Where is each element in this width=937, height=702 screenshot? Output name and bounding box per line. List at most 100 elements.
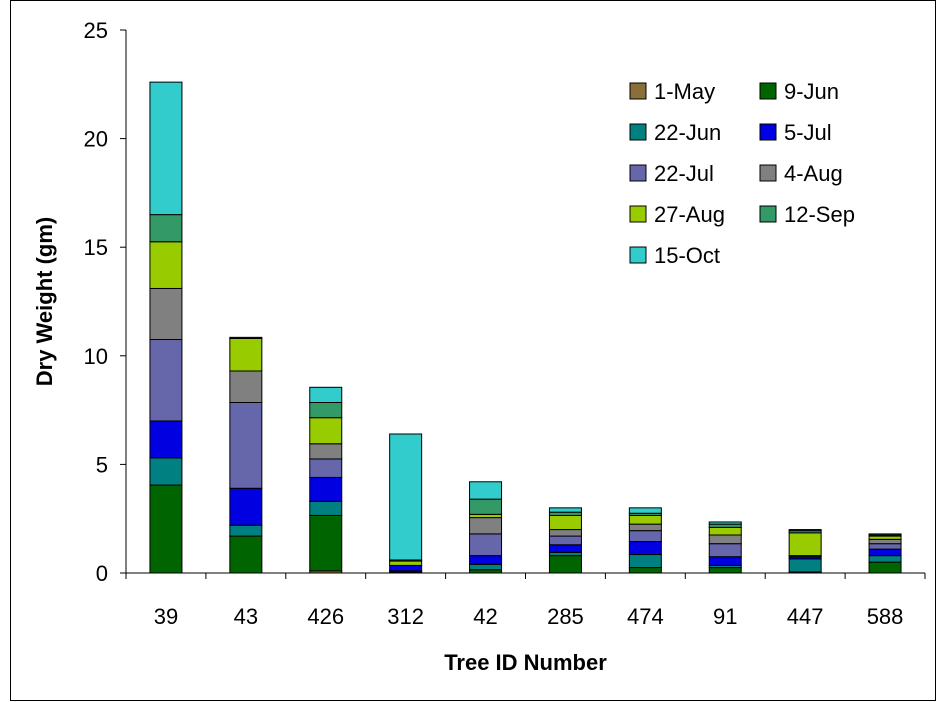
legend-swatch [629,164,647,182]
bar-segment [788,558,822,573]
legend-item: 5-Jul [759,120,832,145]
legend-label: 1-May [654,79,715,104]
bar-segment [788,529,822,532]
bar-stack [389,433,423,574]
legend-label: 22-Jun [654,120,721,145]
bar-segment [229,336,263,339]
legend-swatch [759,82,777,100]
legend-label: 15-Oct [654,243,720,268]
x-tick-label: 426 [307,604,344,629]
bar-segment [548,555,582,574]
bar-segment [628,554,662,569]
y-axis-title: Dry Weight (gm) [32,217,57,386]
bar-segment [389,564,423,572]
bar-segment [628,514,662,525]
legend-swatch [759,164,777,182]
bar-segment [628,530,662,543]
bar-segment [309,458,343,478]
bar-segment [708,543,742,558]
bar-segment [229,487,263,526]
bar-stack [229,336,263,574]
bar-stack [309,386,343,574]
bar-segment [708,521,742,525]
bar-stack [149,81,183,574]
x-tick-label: 447 [787,604,824,629]
legend-item: 27-Aug [629,202,725,227]
bar-segment [868,548,902,557]
bars-layer [149,81,902,574]
bar-segment [229,535,263,574]
bar-stack [628,507,662,574]
bar-segment [389,560,423,566]
bar-segment [469,517,503,535]
legend-label: 5-Jul [784,120,832,145]
bar-segment [309,417,343,445]
bar-segment [548,535,582,546]
bar-segment [309,514,343,572]
bar-segment [868,561,902,574]
y-tick-label: 15 [84,235,108,260]
bar-stack [788,529,822,574]
x-tick-label: 43 [234,604,258,629]
x-tick-label: 588 [867,604,904,629]
legend-item: 12-Sep [759,202,855,227]
bar-segment [708,526,742,536]
bar-segment [708,567,742,574]
bar-segment [309,443,343,460]
legend-swatch [759,123,777,141]
legend-item: 22-Jun [629,120,721,145]
bar-segment [309,476,343,502]
bar-segment [149,420,183,459]
legend-label: 22-Jul [654,161,714,186]
legend-swatch [759,205,777,223]
legend-item: 22-Jul [629,161,714,186]
legend-item: 9-Jun [759,79,839,104]
legend-swatch [629,246,647,264]
legend-label: 27-Aug [654,202,725,227]
bar-segment [628,541,662,556]
x-ticks: 39 43 426 312 42 285 474 91 447 588 [125,573,926,629]
bar-segment [309,500,343,516]
legend-item: 1-May [629,79,715,104]
bar-segment [389,433,423,561]
bar-segment [868,533,902,536]
bar-segment [149,214,183,243]
bar-segment [548,544,582,553]
legend-label: 9-Jun [784,79,839,104]
legend-label: 12-Sep [784,202,855,227]
bar-segment [469,555,503,565]
bar-segment [229,370,263,403]
bar-segment [868,555,902,563]
y-tick-label: 20 [84,127,108,152]
y-tick-label: 10 [84,344,108,369]
bar-segment [229,524,263,537]
legend-swatch [629,123,647,141]
bar-segment [149,484,183,574]
bar-segment [469,533,503,557]
bar-segment [628,567,662,574]
legend-swatch [629,205,647,223]
y-ticks: 0 5 10 15 20 25 [84,18,126,586]
bar-segment [149,241,183,289]
x-tick-label: 285 [547,604,584,629]
bar-segment [229,401,263,489]
bar-segment [868,538,902,545]
bar-segment [469,481,503,500]
x-tick-label: 39 [154,604,178,629]
chart-border [10,0,936,701]
y-tick-label: 0 [96,561,108,586]
legend-swatch [629,82,647,100]
y-tick-label: 25 [84,18,108,43]
x-tick-label: 91 [713,604,737,629]
bar-segment [788,532,822,557]
bar-segment [708,534,742,545]
bar-segment [708,556,742,566]
legend: 1-May 9-Jun 22-Jun 5-Jul 22-Jul 4-Aug 27-Aug 12… [629,79,855,268]
bar-segment [469,498,503,515]
bar-segment [628,507,662,514]
legend-item: 4-Aug [759,161,843,186]
x-tick-label: 42 [473,604,497,629]
x-axis-title: Tree ID Number [444,650,607,675]
y-tick-label: 5 [96,452,108,477]
bar-stack [708,521,742,574]
